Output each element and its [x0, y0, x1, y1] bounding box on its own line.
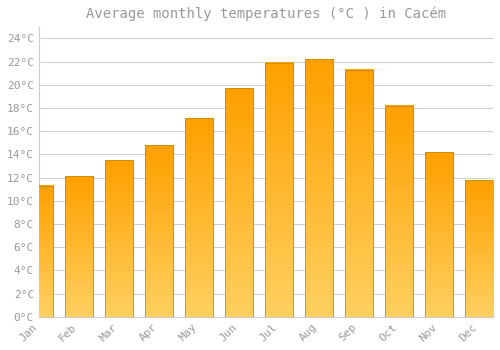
Bar — [145, 145, 173, 317]
Bar — [385, 106, 413, 317]
Bar — [265, 63, 293, 317]
Bar — [305, 59, 333, 317]
Bar — [465, 180, 493, 317]
Bar — [425, 152, 453, 317]
Bar — [425, 152, 453, 317]
Title: Average monthly temperatures (°C ) in Cacém: Average monthly temperatures (°C ) in Ca… — [86, 7, 446, 21]
Bar — [185, 118, 213, 317]
Bar — [385, 106, 413, 317]
Bar — [25, 186, 53, 317]
Bar — [225, 88, 253, 317]
Bar — [225, 88, 253, 317]
Bar — [265, 63, 293, 317]
Bar — [185, 118, 213, 317]
Bar — [465, 180, 493, 317]
Bar — [105, 160, 133, 317]
Bar — [145, 145, 173, 317]
Bar — [65, 176, 93, 317]
Bar — [305, 59, 333, 317]
Bar — [345, 70, 373, 317]
Bar — [65, 176, 93, 317]
Bar — [25, 186, 53, 317]
Bar — [345, 70, 373, 317]
Bar — [105, 160, 133, 317]
